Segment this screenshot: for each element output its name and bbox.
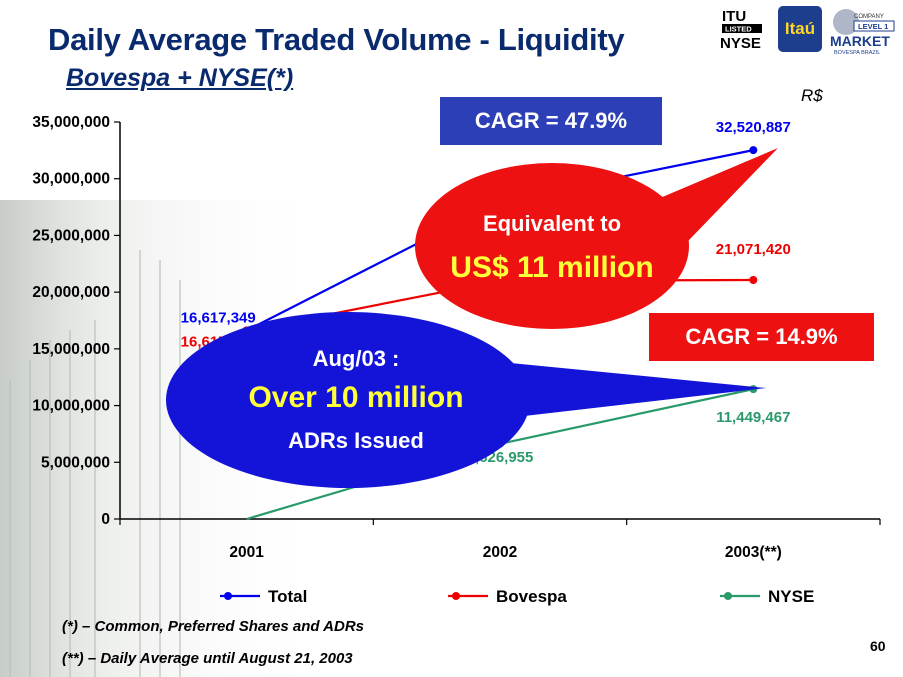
legend-marker-bovespa — [452, 592, 460, 600]
blue-bubble-line2: Over 10 million — [248, 381, 464, 414]
cagr-nyse-callout: CAGR = 14.9% — [649, 313, 874, 361]
logo-itu-text: ITU — [722, 8, 746, 25]
legend-label-bovespa: Bovespa — [496, 587, 567, 606]
logo-nyse-text: NYSE — [720, 35, 761, 52]
red-bubble-line2: US$ 11 million — [450, 251, 654, 284]
y-tick-label: 15,000,000 — [32, 341, 110, 358]
logo-company-text: COMPANY — [854, 14, 884, 20]
y-tick-label: 5,000,000 — [41, 454, 110, 471]
chart-legend: Total Bovespa NYSE — [220, 587, 814, 606]
unit-label: R$ — [801, 86, 823, 105]
page-subtitle: Bovespa + NYSE(*) — [66, 64, 294, 92]
blue-bubble-line1: Aug/03 : — [312, 346, 400, 371]
x-tick-label: 2003(**) — [725, 544, 782, 561]
logo-bovespa-text: BOVESPA BRAZIL — [834, 50, 880, 56]
logo-market-text: MARKET — [830, 33, 890, 49]
blue-bubble-line3: ADRs Issued — [288, 428, 424, 453]
footnote-1: (*) – Common, Preferred Shares and ADRs — [62, 618, 365, 635]
data-label-total: 16,617,349 — [181, 310, 256, 327]
red-bubble-line1: Equivalent to — [482, 211, 622, 236]
y-tick-label: 30,000,000 — [32, 171, 110, 188]
data-point-total — [749, 146, 758, 155]
legend-label-total: Total — [268, 587, 307, 606]
data-label-bovespa: 21,071,420 — [716, 241, 791, 258]
y-tick-label: 0 — [101, 511, 110, 528]
x-tick-label: 2001 — [229, 544, 264, 561]
y-tick-label: 20,000,000 — [32, 284, 110, 301]
x-tick-label: 2002 — [483, 544, 517, 561]
page-number: 60 — [870, 638, 886, 654]
logo-listed-text: LISTED — [725, 25, 752, 34]
data-label-total: 32,520,887 — [716, 119, 791, 136]
page-title: Daily Average Traded Volume - Liquidity — [48, 22, 625, 57]
data-point-bovespa — [749, 275, 758, 284]
legend-marker-total — [224, 592, 232, 600]
legend-marker-nyse — [724, 592, 732, 600]
y-tick-label: 25,000,000 — [32, 227, 110, 244]
chart-axes: 0 5,000,000 10,000,000 15,000,000 20,000,000… — [32, 114, 881, 561]
red-speech-bubble — [415, 148, 778, 329]
blue-speech-bubble — [166, 312, 766, 488]
footnote-2: (**) – Daily Average until August 21, 20… — [62, 650, 353, 667]
legend-label-nyse: NYSE — [768, 587, 814, 606]
cagr-total-callout: CAGR = 47.9% — [440, 97, 662, 145]
itau-logo: Itaú — [778, 6, 822, 52]
data-label-nyse: 11,449,467 — [716, 409, 790, 426]
y-tick-label: 10,000,000 — [32, 398, 110, 415]
y-tick-label: 35,000,000 — [32, 114, 110, 131]
itu-listed-nyse-logo: ITU LISTED NYSE — [720, 8, 762, 52]
logo-level-text: LEVEL 1 — [858, 22, 888, 31]
level1-market-logo: COMPANY LEVEL 1 MARKET BOVESPA BRAZIL — [830, 9, 895, 56]
